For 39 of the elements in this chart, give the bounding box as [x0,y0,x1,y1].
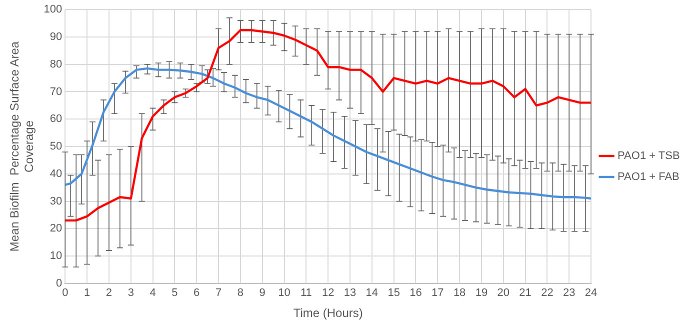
y-tick-label: 30 [50,195,62,208]
x-tick-label: 4 [150,287,156,300]
x-tick-label: 21 [519,287,532,300]
y-tick-label: 80 [50,58,62,70]
y-tick-label: 70 [50,86,62,98]
y-tick-label: 40 [50,168,62,180]
x-tick-label: 11 [300,287,312,300]
x-tick-label: 24 [584,287,598,300]
x-tick-label: 3 [128,287,134,300]
y-tick-label: 10 [50,250,62,262]
x-tick-label: 2 [106,287,112,300]
x-tick-label: 20 [497,287,510,300]
x-tick-label: 9 [259,287,266,300]
x-tick-label: 17 [432,287,444,300]
x-tick-label: 14 [366,287,378,300]
x-tick-label: 8 [237,287,244,300]
x-tick-label: 22 [541,287,554,300]
y-tick-label: 50 [50,140,62,153]
x-tick-label: 6 [194,287,200,300]
x-tick-label: 16 [410,287,422,300]
x-tick-label: 15 [388,287,400,300]
legend-label: PAO1 + FAB [618,171,680,184]
x-tick-label: 10 [278,287,290,300]
x-axis-title: Time (Hours) [293,306,363,320]
y-axis-title: Mean Biofilm Percentage Surface Area Coverage [8,41,36,252]
legend-label: PAO1 + TSB [618,150,680,162]
x-tick-label: 19 [475,287,488,300]
x-tick-label: 5 [172,287,178,300]
y-tick-label: 20 [50,222,62,235]
x-tick-label: 13 [344,287,356,300]
x-tick-label: 18 [453,287,466,300]
x-tick-label: 7 [215,287,222,300]
y-tick-label: 100 [44,4,62,16]
x-tick-label: 23 [563,287,576,300]
y-tick-label: 0 [56,277,62,290]
x-tick-label: 1 [84,287,90,300]
y-tick-label: 90 [50,31,62,44]
x-tick-label: 12 [322,287,334,300]
y-tick-label: 60 [50,113,62,126]
